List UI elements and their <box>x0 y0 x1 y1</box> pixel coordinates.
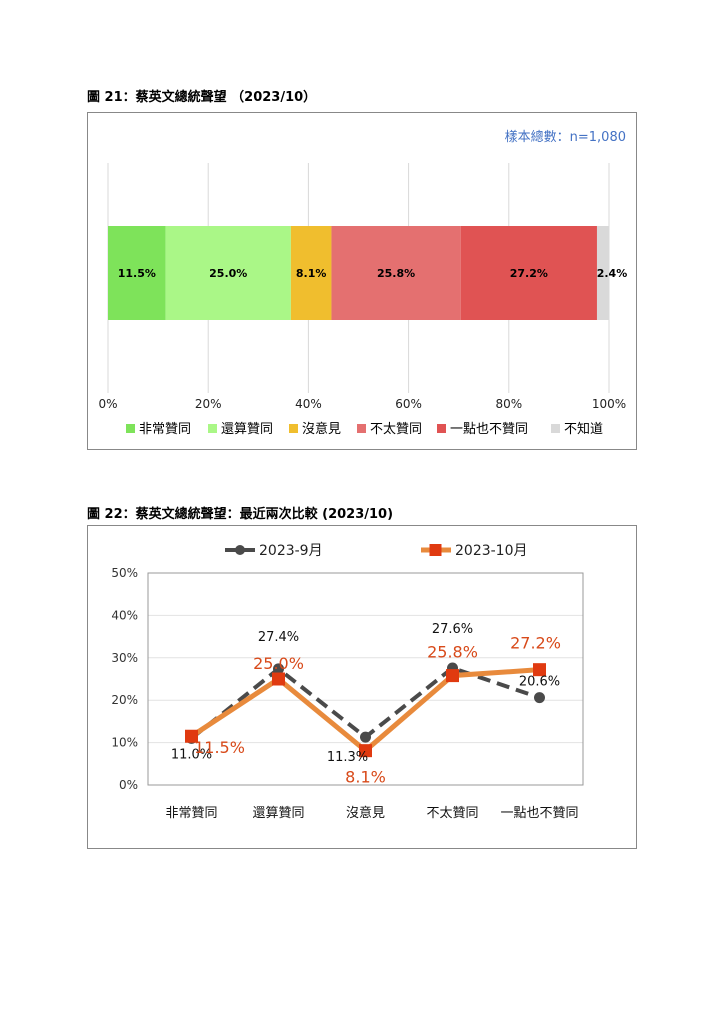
data-label: 8.1% <box>345 768 386 787</box>
data-point <box>273 663 284 675</box>
data-point <box>534 692 545 704</box>
data-label: 27.2% <box>510 634 561 653</box>
legend-label: 非常贊同 <box>139 422 191 437</box>
bar-segment <box>290 226 332 320</box>
data-label: 20.6% <box>519 675 560 690</box>
data-label: 25.8% <box>377 267 415 280</box>
y-tick-label: 30% <box>111 651 138 665</box>
y-tick-label: 10% <box>111 736 138 750</box>
data-label: 27.6% <box>432 622 473 637</box>
data-point <box>185 729 198 743</box>
data-point <box>533 663 546 677</box>
figure-22-title: 圖 22：蔡英文總統聲望：最近兩次比較 (2023/10) <box>87 507 394 522</box>
data-label: 2.4% <box>597 267 628 280</box>
comparison-line-chart: 0% 10% 20% 30% 40% 50% 非常贊同 還算贊同 沒意見 不太贊同 一點也不贊同 11… <box>111 543 584 821</box>
legend-swatch <box>437 424 446 433</box>
data-label: 27.4% <box>258 630 299 645</box>
legend-marker <box>429 544 442 556</box>
data-label: 11.3% <box>327 750 368 765</box>
data-label: 25.0% <box>253 654 304 673</box>
legend-marker <box>235 545 245 555</box>
sample-size-note: 樣本總數：n=1,080 <box>505 129 626 145</box>
legend-label: 2023-10月 <box>455 543 528 559</box>
y-tick-label: 20% <box>111 693 138 707</box>
legend-swatch <box>357 424 366 433</box>
x-category-label: 還算贊同 <box>252 806 304 821</box>
legend-label: 還算贊同 <box>221 422 273 437</box>
stacked-bar-chart: 樣本總數：n=1,080 0% 20% 40% 60% 80% 100% 11.5% 25.0… <box>98 129 628 437</box>
y-tick-label: 40% <box>111 608 138 622</box>
y-tick-label: 0% <box>119 778 138 792</box>
legend-swatch <box>289 424 298 433</box>
plot-border <box>147 572 584 786</box>
legend-label: 2023-9月 <box>259 543 323 559</box>
figure-21-title: 圖 21：蔡英文總統聲望 （2023/10） <box>87 90 317 105</box>
x-tick-label: 80% <box>495 397 522 411</box>
data-label: 11.5% <box>118 267 156 280</box>
data-point <box>446 669 459 683</box>
x-category-label: 不太贊同 <box>426 806 478 821</box>
legend-label: 不知道 <box>564 421 603 437</box>
data-point <box>359 744 372 758</box>
data-label: 11.5% <box>194 738 245 757</box>
x-tick-label: 60% <box>395 397 422 411</box>
bar-segment <box>108 226 166 320</box>
x-tick-label: 40% <box>295 397 322 411</box>
bar-segment <box>331 226 461 320</box>
legend-label: 不太贊同 <box>370 422 422 437</box>
y-tick-label: 50% <box>111 566 138 580</box>
bar-segment <box>460 226 597 320</box>
legend-label: 沒意見 <box>302 421 341 437</box>
data-label: 25.8% <box>427 643 478 662</box>
x-category-label: 沒意見 <box>346 805 385 821</box>
stacked-bar-chart-panel: 樣本總數：n=1,080 0% 20% 40% 60% 80% 100% 11.5% 25.0… <box>87 112 637 450</box>
data-label: 8.1% <box>296 267 327 280</box>
data-point <box>272 672 285 686</box>
legend-swatch <box>551 424 560 433</box>
legend-swatch <box>208 424 217 433</box>
data-label: 27.2% <box>510 267 548 280</box>
x-tick-label: 100% <box>592 397 626 411</box>
legend-swatch <box>126 424 135 433</box>
x-category-label: 非常贊同 <box>165 806 217 821</box>
data-label: 11.0% <box>171 747 212 762</box>
bar-segment <box>165 226 291 320</box>
line-chart-panel: 0% 10% 20% 30% 40% 50% 非常贊同 還算贊同 沒意見 不太贊同 一點也不贊同 11… <box>87 525 637 849</box>
bar-segment <box>596 226 609 320</box>
data-label: 25.0% <box>209 267 247 280</box>
x-category-label: 一點也不贊同 <box>500 806 578 821</box>
x-tick-label: 20% <box>195 397 222 411</box>
data-point <box>360 731 371 743</box>
x-tick-label: 0% <box>98 397 117 411</box>
legend-label: 一點也不贊同 <box>450 422 528 437</box>
